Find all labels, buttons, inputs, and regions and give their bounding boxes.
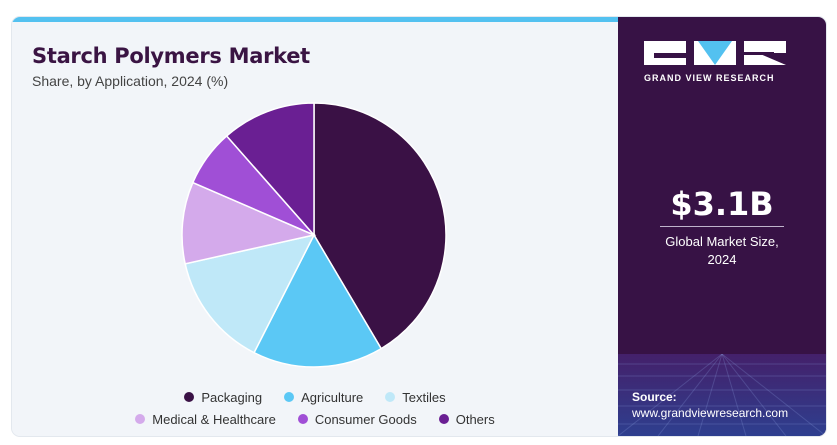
chart-legend: Packaging Agriculture Textiles Medical &…	[12, 386, 618, 430]
legend-item-medical-healthcare: Medical & Healthcare	[135, 412, 276, 427]
legend-label-others: Others	[455, 411, 495, 427]
pie-slice-medical-healthcare	[181, 181, 317, 265]
source-label: Source:	[632, 390, 677, 404]
chart-panel: Starch Polymers Market Share, by Applica…	[12, 22, 618, 436]
legend-label-textiles: Textiles	[402, 389, 446, 405]
market-size-value: $3.1B	[670, 185, 774, 223]
summary-panel: GRAND VIEW RESEARCH $3.1B Global Market …	[618, 17, 826, 436]
pie-slice-agriculture	[253, 233, 383, 368]
chart-subtitle: Share, by Application, 2024 (%)	[32, 73, 229, 89]
legend-item-others: Others	[438, 411, 495, 427]
source-footer	[618, 354, 826, 436]
pie-slice-others	[225, 102, 315, 237]
pie-slice-textiles	[184, 233, 316, 354]
logo-mark	[644, 41, 794, 65]
pie-chart	[181, 102, 447, 368]
market-size-label: Global Market Size, 2024	[618, 233, 826, 269]
top-accent-bar	[12, 17, 618, 22]
chart-title: Starch Polymers Market	[32, 44, 310, 68]
source-link[interactable]: www.grandviewresearch.com	[632, 406, 789, 420]
market-size-label-line1: Global Market Size,	[665, 234, 779, 249]
legend-marker-medical-healthcare	[135, 414, 146, 424]
legend-row-2: Medical & Healthcare Consumer Goods Othe…	[12, 408, 618, 430]
legend-label-consumer-goods: Consumer Goods	[314, 411, 417, 427]
legend-label-medical-healthcare: Medical & Healthcare	[152, 411, 276, 427]
legend-item-textiles: Textiles	[385, 389, 446, 405]
legend-label-agriculture: Agriculture	[301, 389, 364, 405]
legend-marker-others	[438, 414, 449, 424]
pie-slice-packaging	[313, 102, 447, 350]
divider	[660, 226, 784, 227]
legend-row-1: Packaging Agriculture Textiles	[12, 386, 618, 408]
brand-logo: GRAND VIEW RESEARCH	[644, 41, 794, 83]
legend-marker-agriculture	[284, 392, 295, 402]
market-size-label-line2: 2024	[707, 252, 737, 267]
logo-box-g	[644, 41, 686, 65]
legend-item-packaging: Packaging	[184, 390, 262, 405]
legend-item-agriculture: Agriculture	[284, 390, 363, 405]
legend-marker-consumer-goods	[297, 414, 308, 424]
infographic-card: Starch Polymers Market Share, by Applica…	[12, 17, 826, 436]
logo-box-v	[694, 41, 736, 65]
brand-name: GRAND VIEW RESEARCH	[644, 73, 775, 83]
decorative-grid	[618, 354, 826, 436]
logo-box-r	[744, 41, 786, 65]
legend-marker-packaging	[184, 392, 195, 402]
legend-item-consumer-goods: Consumer Goods	[297, 411, 417, 427]
legend-marker-textiles	[385, 392, 396, 402]
legend-label-packaging: Packaging	[201, 389, 263, 405]
